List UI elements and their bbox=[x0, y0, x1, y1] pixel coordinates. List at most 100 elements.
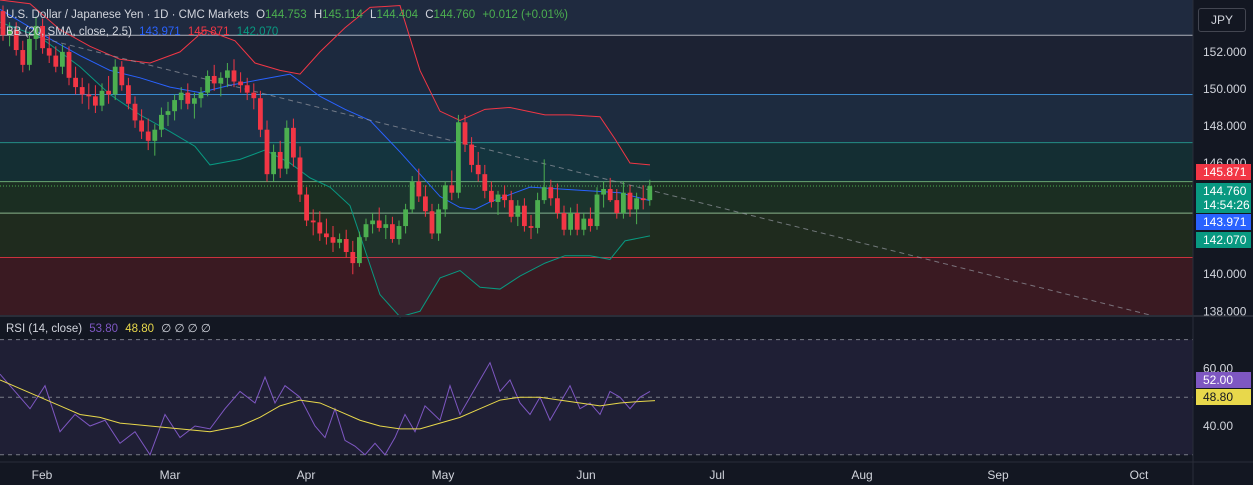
candle-body bbox=[7, 29, 12, 36]
candle-body bbox=[469, 144, 474, 165]
bb-lower-value: 142.070 bbox=[236, 26, 279, 38]
candle-body bbox=[53, 55, 59, 67]
candle-body bbox=[528, 226, 534, 228]
candle-body bbox=[165, 111, 171, 115]
rsi-value: 53.80 bbox=[89, 323, 119, 335]
candle-body bbox=[383, 224, 389, 228]
candle-body bbox=[416, 181, 422, 197]
candle-body bbox=[297, 157, 303, 195]
candle-body bbox=[145, 131, 151, 141]
candle-body bbox=[601, 189, 606, 195]
candle-body bbox=[284, 127, 290, 169]
last-price-tag: 144.760 14:54:26 bbox=[1196, 183, 1251, 213]
candle-body bbox=[449, 185, 455, 193]
candle-body bbox=[627, 192, 633, 210]
candle-body bbox=[244, 85, 250, 93]
zone-band bbox=[0, 94, 1193, 143]
last-price: 144.760 bbox=[1203, 184, 1247, 198]
time-tick-label: Aug bbox=[851, 468, 872, 482]
candle-body bbox=[317, 222, 323, 234]
candle-body bbox=[258, 98, 263, 130]
candle-body bbox=[119, 66, 125, 86]
symbol-title: U.S. Dollar / Japanese Yen · 1D · CMC Ma… bbox=[6, 9, 249, 21]
candle-body bbox=[277, 151, 283, 169]
rsi-extra: ∅ ∅ ∅ ∅ bbox=[161, 323, 211, 335]
time-tick-label: Oct bbox=[1130, 468, 1149, 482]
symbol-legend[interactable]: U.S. Dollar / Japanese Yen · 1D · CMC Ma… bbox=[6, 9, 572, 21]
candle-body bbox=[225, 70, 230, 78]
candle-body bbox=[185, 92, 191, 104]
price-tick-label: 150.000 bbox=[1203, 82, 1247, 96]
time-tick-label: Jul bbox=[709, 468, 724, 482]
candle-body bbox=[574, 213, 580, 230]
price-tick-label: 140.000 bbox=[1203, 267, 1247, 281]
candle-body bbox=[462, 122, 468, 145]
candle-body bbox=[634, 198, 639, 210]
candle-body bbox=[218, 77, 224, 84]
candle-body bbox=[522, 205, 527, 227]
candle-body bbox=[251, 92, 257, 99]
countdown: 14:54:26 bbox=[1203, 198, 1250, 212]
candle-body bbox=[40, 25, 45, 49]
change-value: +0.012 (+0.01%) bbox=[482, 9, 568, 21]
bb-legend[interactable]: BB (20, SMA, close, 2.5) 143.971 145.871… bbox=[6, 26, 282, 38]
time-tick-label: May bbox=[432, 468, 455, 482]
zone-band bbox=[0, 257, 1193, 315]
candle-body bbox=[436, 209, 441, 234]
candlestick-series bbox=[0, 5, 653, 275]
rsi-line bbox=[0, 361, 651, 456]
candle-body bbox=[238, 81, 243, 86]
candle-body bbox=[60, 51, 65, 67]
candle-body bbox=[99, 90, 105, 106]
candle-body bbox=[555, 198, 560, 214]
bb-upper-value: 145.871 bbox=[187, 26, 230, 38]
candle-body bbox=[442, 185, 448, 210]
candle-body bbox=[588, 218, 593, 227]
rsi-ma-line bbox=[0, 379, 656, 433]
price-tick-label: 148.000 bbox=[1203, 119, 1247, 133]
candle-body bbox=[568, 213, 573, 230]
candle-body bbox=[152, 129, 158, 141]
candle-body bbox=[515, 205, 521, 217]
candle-body bbox=[13, 29, 19, 51]
bb-label: BB (20, SMA, close, 2.5) bbox=[6, 26, 132, 38]
candle-body bbox=[489, 190, 494, 202]
candle-body bbox=[159, 114, 164, 130]
price-tick-label: 152.000 bbox=[1203, 45, 1247, 59]
candle-body bbox=[264, 129, 270, 175]
close-value: C144.760 bbox=[425, 9, 476, 21]
candle-body bbox=[132, 103, 138, 121]
candle-body bbox=[350, 252, 356, 264]
bb-upper-line bbox=[0, 0, 651, 166]
low-value: L144.404 bbox=[370, 9, 419, 21]
rsi-legend[interactable]: RSI (14, close) 53.80 48.80 ∅ ∅ ∅ ∅ bbox=[6, 321, 215, 335]
currency-button[interactable]: JPY bbox=[1198, 8, 1246, 32]
candle-body bbox=[112, 66, 118, 95]
rsi-tick-label: 40.00 bbox=[1203, 419, 1233, 433]
candle-body bbox=[390, 224, 395, 240]
candle-body bbox=[614, 200, 620, 214]
candle-body bbox=[535, 200, 540, 228]
rsi-tag: 52.00 bbox=[1196, 372, 1251, 388]
rsi-ma-value: 48.80 bbox=[125, 323, 155, 335]
candle-body bbox=[178, 92, 184, 101]
candle-body bbox=[79, 87, 85, 95]
candle-body bbox=[607, 189, 613, 201]
zone-band bbox=[0, 35, 1193, 95]
time-tick-label: Sep bbox=[987, 468, 1009, 482]
candle-body bbox=[475, 164, 481, 175]
candle-body bbox=[396, 226, 402, 240]
zone-band bbox=[0, 0, 1193, 36]
rsi-pane bbox=[0, 315, 1253, 456]
candle-body bbox=[231, 70, 237, 82]
zone-band bbox=[0, 142, 1193, 182]
candle-body bbox=[581, 218, 587, 230]
candle-body bbox=[172, 100, 177, 112]
candle-body bbox=[139, 120, 144, 132]
candle-body bbox=[271, 151, 276, 175]
candle-body bbox=[621, 192, 626, 214]
candle-body bbox=[403, 209, 408, 227]
price-tick-label: 138.000 bbox=[1203, 304, 1247, 318]
candle-body bbox=[423, 196, 428, 212]
